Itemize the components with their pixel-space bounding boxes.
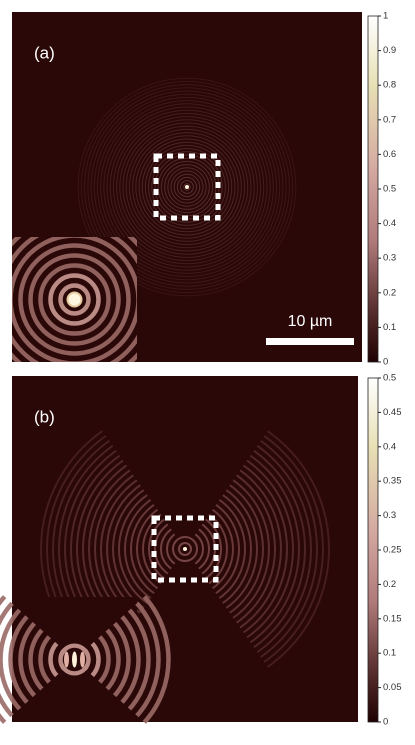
colorbar-tick-label: 0.7 (383, 114, 396, 125)
ring (0, 592, 151, 727)
ring (52, 417, 318, 681)
ring (0, 592, 171, 727)
ring (144, 144, 230, 230)
ring (106, 106, 268, 268)
colorbar-tick-label: 0.4 (383, 441, 396, 452)
colorbar-tick-label: 0.1 (383, 648, 396, 659)
ring (176, 176, 198, 198)
panel-label: (b) (34, 407, 55, 426)
inset-spot (80, 651, 85, 668)
colorbar (367, 15, 379, 363)
colorbar-tick-label: 0.1 (383, 322, 396, 333)
ring (183, 183, 191, 191)
ring (116, 116, 258, 258)
colorbar-tick-label: 0.2 (383, 579, 396, 590)
colorbar-tick-label: 0.2 (383, 287, 396, 298)
ring (141, 141, 233, 233)
ring (180, 180, 194, 194)
colorbar-tick-label: 0 (383, 717, 388, 728)
ring (77, 77, 297, 297)
colorbar-tick-label: 0 (383, 357, 388, 368)
ring (135, 135, 239, 239)
colorbar-tick-label: 0.3 (383, 253, 396, 264)
colorbar-tick-label: 0.5 (383, 373, 396, 384)
colorbar-tick-label: 0.5 (383, 184, 396, 195)
colorbar-tick-label: 0.15 (383, 613, 402, 624)
ring (138, 138, 236, 236)
ring (90, 90, 284, 284)
ring (96, 96, 278, 278)
ring (58, 643, 91, 676)
ring (93, 93, 281, 281)
center-spot (185, 185, 189, 189)
ring (172, 536, 198, 562)
ring (164, 164, 210, 210)
ring (84, 84, 290, 290)
zoom-box (151, 515, 219, 583)
colorbar-tick-label: 0.25 (383, 545, 402, 556)
colorbar-tick-label: 1 (383, 11, 388, 22)
ring (58, 283, 91, 316)
ring (0, 592, 161, 727)
inset-spot (72, 651, 77, 668)
ring (112, 112, 262, 262)
ring (151, 151, 223, 223)
inset-rings (12, 237, 137, 362)
scale-bar-label: 10 µm (288, 313, 333, 330)
colorbar-tick-label: 0.9 (383, 45, 396, 56)
ring (173, 173, 201, 201)
ring (178, 542, 192, 556)
colorbar-tick-label: 0.05 (383, 682, 402, 693)
ring (128, 128, 246, 246)
colorbar-tick-label: 0.45 (383, 407, 402, 418)
ring (100, 100, 274, 274)
ring (167, 167, 207, 207)
ring (160, 160, 214, 214)
center-spot (183, 547, 187, 551)
ring (80, 80, 294, 294)
colorbar-tick-label: 0.8 (383, 80, 396, 91)
zoom-box (153, 153, 221, 221)
ring (40, 417, 330, 681)
inset-spot (66, 291, 83, 308)
ring (87, 87, 287, 287)
colorbar-tick-label: 0.3 (383, 510, 396, 521)
colorbar-tick-label: 0.6 (383, 149, 396, 160)
ring (46, 417, 324, 681)
ring (109, 109, 265, 265)
scale-bar (266, 338, 354, 345)
ring (38, 263, 111, 336)
ring (170, 170, 204, 204)
ring (119, 119, 255, 255)
ring (18, 243, 131, 356)
ring (125, 125, 249, 249)
ring (148, 148, 226, 226)
colorbar-tick-label: 0.35 (383, 476, 402, 487)
ring (132, 132, 242, 242)
ring (48, 273, 101, 326)
inset-spot (64, 651, 69, 668)
colorbar-tick-label: 0.4 (383, 218, 396, 229)
ring (103, 103, 271, 271)
colorbar (367, 377, 379, 723)
ring (28, 253, 121, 346)
ring (122, 122, 252, 252)
ring-pattern (77, 77, 297, 297)
panel-label: (a) (34, 43, 55, 62)
